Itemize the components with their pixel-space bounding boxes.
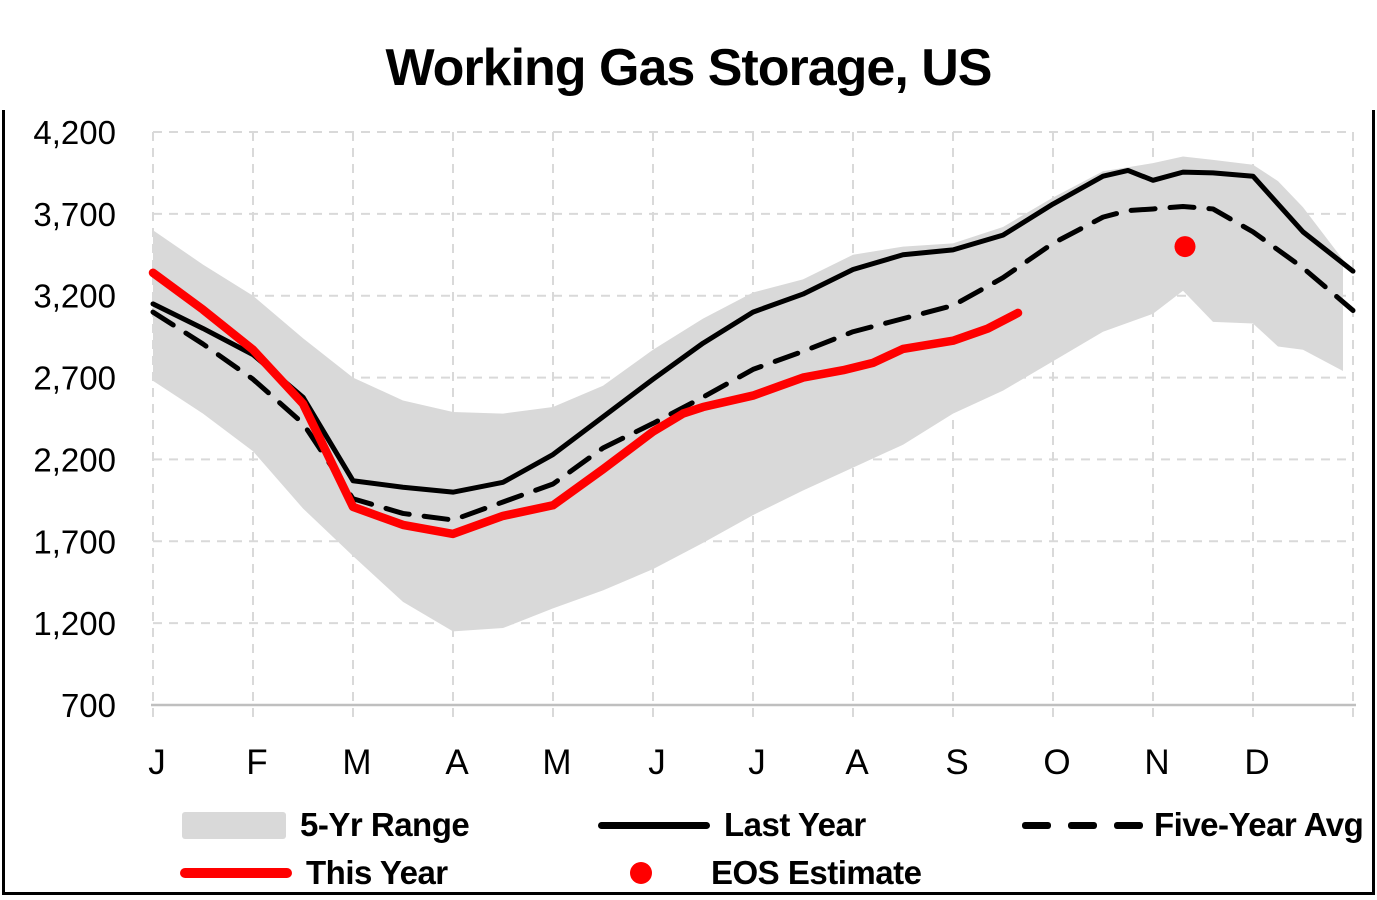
this-year-line — [148, 268, 1023, 539]
solid-line-swatch — [598, 821, 710, 829]
legend-item-five-year-avg: Five-Year Avg — [1022, 806, 1364, 843]
legend-item-eos-estimate: EOS Estimate — [585, 854, 922, 891]
eos-estimate-dot — [1174, 236, 1196, 258]
x-axis-tick-label: D — [1244, 743, 1269, 782]
y-axis-tick-label: 2,700 — [33, 360, 116, 397]
legend-label: Last Year — [724, 806, 866, 843]
eos-dot-swatch-box — [585, 862, 697, 884]
legend-label: This Year — [306, 854, 448, 891]
x-axis-tick-label: M — [342, 743, 371, 782]
legend-label: EOS Estimate — [711, 854, 922, 891]
red-dot-icon — [630, 862, 652, 884]
y-axis-tick-label: 4,200 — [33, 114, 116, 151]
legend-item-last-year: Last Year — [598, 806, 866, 843]
legend-label: Five-Year Avg — [1154, 806, 1364, 843]
x-axis-tick-label: N — [1144, 743, 1169, 782]
legend-item-5yr-range: 5-Yr Range — [182, 806, 470, 843]
x-axis-tick-label: M — [542, 743, 571, 782]
x-axis-tick-label: J — [648, 743, 666, 782]
plot-svg: 700 1,200 1,700 2,200 2,700 3,200 3,700 4,200 J F… — [33, 114, 1356, 782]
range-band-swatch — [182, 811, 286, 839]
y-axis-tick-label: 3,700 — [33, 196, 116, 233]
y-axis-tick-label: 1,700 — [33, 523, 116, 560]
y-axis-tick-label: 2,200 — [33, 441, 116, 478]
five-year-avg-line — [150, 203, 1356, 523]
last-year-line — [150, 167, 1356, 495]
chart-title: Working Gas Storage, US — [385, 39, 993, 97]
legend-item-this-year: This Year — [180, 854, 448, 891]
y-axis-tick-label: 700 — [61, 687, 116, 724]
legend-label: 5-Yr Range — [300, 806, 470, 843]
x-axis-tick-label: F — [246, 743, 267, 782]
x-axis-tick-label: O — [1043, 743, 1070, 782]
x-axis-tick-label: J — [748, 743, 766, 782]
x-axis-tick-label: A — [445, 743, 469, 782]
y-axis-tick-label: 1,200 — [33, 605, 116, 642]
red-line-swatch — [180, 868, 292, 878]
y-axis-tick-label: 3,200 — [33, 278, 116, 315]
x-axis-tick-label: J — [148, 743, 166, 782]
dashed-line-swatch — [1022, 821, 1143, 829]
x-axis-tick-label: S — [945, 743, 968, 782]
x-axis-tick-label: A — [845, 743, 869, 782]
